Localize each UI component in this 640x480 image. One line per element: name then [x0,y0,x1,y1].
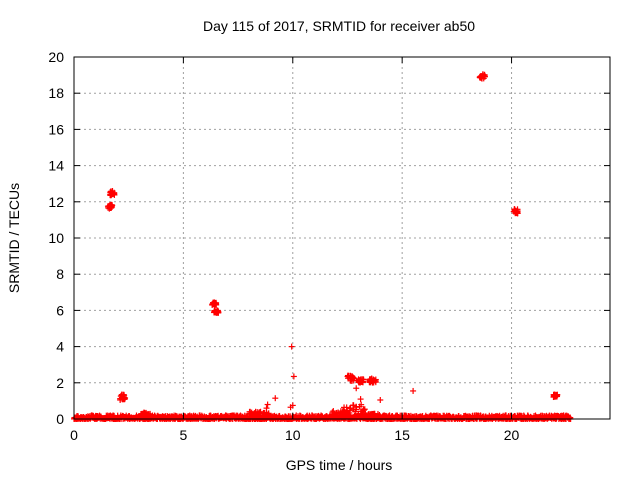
data-points [71,71,574,422]
cluster-point [370,376,377,383]
x-tick-labels: 0 5 10 15 20 [70,427,519,443]
data-point [290,373,297,380]
data-point [288,343,295,350]
cluster-point [107,189,114,196]
cluster-point [551,391,558,398]
data-point [272,395,279,402]
x-tick-label: 20 [504,427,520,443]
cluster-point [514,206,521,213]
cluster-point [477,74,484,81]
y-tick-label: 0 [56,411,64,427]
baseline-point [142,412,149,419]
cluster-point [359,408,366,415]
cluster-point [348,373,355,380]
y-tick-labels: 0 2 4 6 8 10 12 14 16 18 20 [48,49,64,427]
cluster-point [344,372,351,379]
y-tick-label: 20 [48,49,64,65]
cluster-point [341,404,348,411]
cluster-point [353,403,360,410]
y-tick-label: 18 [48,85,64,101]
baseline-point [376,412,383,419]
data-point [289,402,296,409]
baseline-point [345,411,352,418]
x-axis-label: GPS time / hours [286,457,393,473]
data-point [353,385,360,392]
baseline-point [369,411,376,418]
cluster-point [343,407,350,414]
cluster-point [355,376,362,383]
grid-lines [74,57,610,419]
y-tick-label: 2 [56,375,64,391]
baseline-point [329,412,336,419]
data-point [377,396,384,403]
x-tick-label: 0 [70,427,78,443]
data-point [141,409,148,416]
cluster-point [213,309,220,316]
cluster-point [122,394,129,401]
baseline-point [251,412,258,419]
baseline-point [246,410,253,417]
x-tick-label: 5 [179,427,187,443]
x-tick-label: 10 [285,427,301,443]
cluster-point [105,204,112,211]
cluster-point [107,201,114,208]
y-tick-label: 4 [56,339,64,355]
cluster-point [512,209,519,216]
cluster-point [210,300,217,307]
data-point [410,387,417,394]
axis-ticks [73,56,610,420]
data-point [264,401,271,408]
y-tick-label: 8 [56,266,64,282]
y-tick-label: 6 [56,302,64,318]
y-tick-label: 14 [48,158,64,174]
cluster-point [357,379,364,386]
chart-title: Day 115 of 2017, SRMTID for receiver ab5… [203,18,475,34]
baseline-point [263,413,270,420]
y-tick-label: 12 [48,194,64,210]
y-axis-label: SRMTID / TECUs [6,183,22,293]
data-point [263,405,270,412]
y-tick-label: 16 [48,121,64,137]
data-point [357,396,364,403]
cluster-point [481,72,488,79]
y-tick-label: 10 [48,230,64,246]
data-point [252,408,259,415]
baseline-point [261,409,268,416]
data-point [333,410,340,417]
x-tick-label: 15 [394,427,410,443]
cluster-point [346,405,353,412]
